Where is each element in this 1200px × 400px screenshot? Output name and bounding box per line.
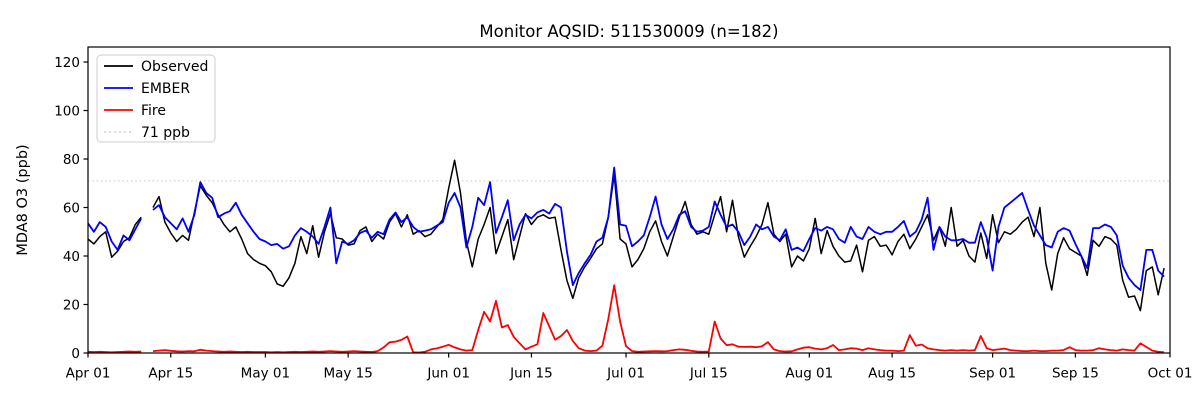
- x-tick-label: May 15: [323, 366, 372, 382]
- x-tick-label: Apr 01: [66, 366, 111, 382]
- plot-frame: [87, 46, 1171, 354]
- y-tick-label: 80: [63, 152, 80, 168]
- y-tick-label: 20: [63, 297, 80, 313]
- legend-label-fire: Fire: [141, 103, 166, 119]
- axis-ticks: Apr 01 Apr 15 May 01 May 15 Jun 01 Jun 15 Jul …: [54, 55, 1192, 382]
- x-tick-label: Jun 15: [509, 366, 553, 382]
- chart-title: Monitor AQSID: 511530009 (n=182): [479, 22, 778, 41]
- x-tick-label: Jul 15: [689, 366, 728, 382]
- x-tick-label: Aug 15: [868, 366, 916, 382]
- ember-line: [87, 166, 1165, 291]
- legend: Observed EMBER Fire 71 ppb: [96, 54, 216, 143]
- legend-box: [96, 54, 216, 143]
- x-tick-label: Jul 01: [606, 366, 645, 382]
- x-tick-label: Aug 01: [785, 366, 833, 382]
- x-tick-label: Sep 01: [969, 366, 1016, 382]
- y-tick-label: 60: [63, 200, 80, 216]
- plot-area: [88, 47, 1170, 353]
- data-series: [87, 159, 1165, 354]
- y-tick-label: 40: [63, 249, 80, 265]
- y-tick-label: 100: [54, 103, 80, 119]
- y-axis-label: MDA8 O3 (ppb): [15, 144, 31, 255]
- observed-line: [87, 159, 1165, 312]
- x-tick-label: Apr 15: [148, 366, 193, 382]
- fire-line: [87, 284, 1165, 354]
- legend-label-threshold: 71 ppb: [141, 125, 190, 141]
- y-tick-label: 120: [54, 55, 80, 71]
- legend-label-observed: Observed: [141, 59, 208, 75]
- y-tick-label: 0: [71, 346, 80, 362]
- legend-label-ember: EMBER: [141, 81, 190, 97]
- x-tick-label: May 01: [241, 366, 290, 382]
- x-tick-label: Oct 01: [1148, 366, 1193, 382]
- x-tick-label: Jun 01: [426, 366, 470, 382]
- x-tick-label: Sep 15: [1052, 366, 1099, 382]
